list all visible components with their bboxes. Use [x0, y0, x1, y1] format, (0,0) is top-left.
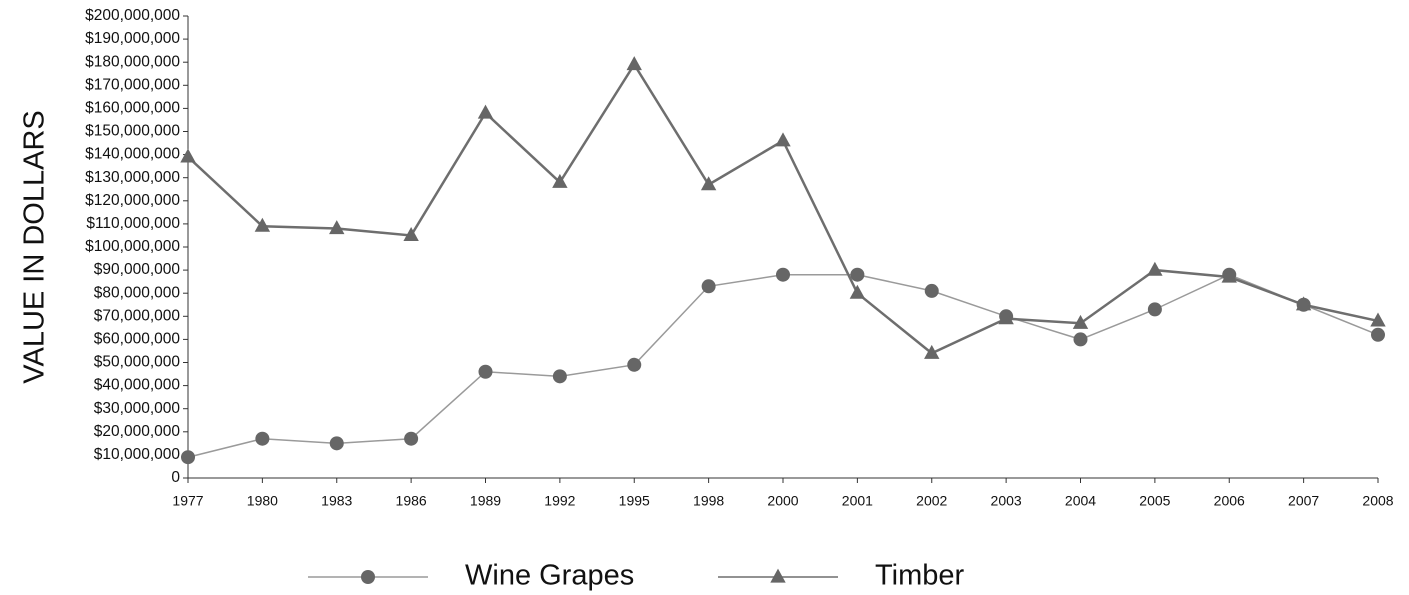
x-tick-label: 1980: [247, 493, 278, 509]
data-point: [924, 344, 940, 359]
data-point: [329, 436, 344, 451]
y-tick-label: $150,000,000: [85, 123, 180, 140]
y-tick-label: $50,000,000: [94, 354, 181, 371]
y-tick-label: $90,000,000: [94, 261, 181, 278]
data-point: [254, 217, 271, 232]
legend-marker: [361, 570, 375, 584]
x-tick-label: 1992: [544, 493, 575, 509]
x-tick-label: 1977: [172, 493, 203, 509]
legend-label: Wine Grapes: [465, 560, 634, 592]
data-point: [849, 284, 866, 299]
y-tick-label: $160,000,000: [85, 99, 180, 116]
y-tick-label: $40,000,000: [94, 377, 181, 394]
series-line: [187, 273, 1379, 458]
data-point: [1370, 312, 1386, 327]
data-point: [255, 431, 270, 446]
series-line: [187, 62, 1379, 355]
x-tick-label: 2006: [1214, 493, 1245, 509]
data-point: [1371, 327, 1385, 342]
y-tick-label: $70,000,000: [94, 307, 181, 324]
data-point: [478, 364, 493, 379]
data-point: [477, 104, 494, 119]
y-tick-label: $180,000,000: [85, 53, 180, 70]
y-tick-label: $170,000,000: [85, 76, 180, 93]
y-tick-label: $100,000,000: [85, 238, 180, 255]
x-tick-label: 2005: [1139, 493, 1170, 509]
data-point: [850, 267, 865, 282]
y-axis-label: VALUE IN DOLLARS: [19, 110, 51, 383]
data-point: [1295, 296, 1312, 311]
data-point: [1072, 314, 1089, 329]
y-tick-label: $130,000,000: [85, 169, 180, 186]
y-tick-label: 0: [171, 469, 180, 486]
data-point: [775, 132, 791, 147]
data-point: [1147, 261, 1163, 276]
y-tick-label: $200,000,000: [85, 7, 180, 24]
data-point: [1073, 332, 1088, 347]
x-tick-label: 1986: [396, 493, 427, 509]
data-point: [776, 267, 790, 282]
y-tick-label: $140,000,000: [85, 146, 180, 163]
data-point: [1147, 302, 1162, 317]
data-point: [404, 431, 419, 446]
y-tick-label: $60,000,000: [94, 330, 181, 347]
data-point: [181, 450, 195, 465]
y-tick-label: $30,000,000: [94, 400, 181, 417]
y-tick-label: $110,000,000: [86, 215, 180, 232]
data-point: [403, 227, 419, 242]
data-point: [329, 220, 345, 235]
x-tick-label: 2003: [991, 493, 1022, 509]
legend-marker: [770, 568, 786, 583]
y-tick-label: $80,000,000: [94, 284, 181, 301]
data-point: [626, 56, 642, 71]
y-tick-label: $10,000,000: [94, 446, 181, 463]
y-tick-label: $20,000,000: [94, 423, 181, 440]
data-point: [924, 283, 939, 298]
y-tick-label: $120,000,000: [85, 192, 180, 209]
data-point: [700, 176, 717, 191]
x-tick-label: 1983: [321, 493, 352, 509]
legend-label: Timber: [875, 560, 964, 592]
x-tick-label: 2000: [767, 493, 798, 509]
data-point: [552, 369, 567, 384]
x-tick-label: 1989: [470, 493, 501, 509]
data-point: [701, 279, 716, 294]
x-tick-label: 1995: [619, 493, 650, 509]
data-point: [627, 357, 642, 372]
data-point: [998, 310, 1014, 325]
x-tick-label: 2008: [1362, 493, 1393, 509]
x-tick-label: 2004: [1065, 493, 1096, 509]
data-point: [552, 173, 568, 188]
x-tick-label: 2002: [916, 493, 947, 509]
x-tick-label: 2007: [1288, 493, 1319, 509]
x-tick-label: 1998: [693, 493, 724, 509]
y-tick-label: $190,000,000: [85, 30, 180, 47]
data-point: [180, 148, 196, 163]
data-point: [1221, 268, 1237, 283]
x-tick-label: 2001: [842, 493, 873, 509]
